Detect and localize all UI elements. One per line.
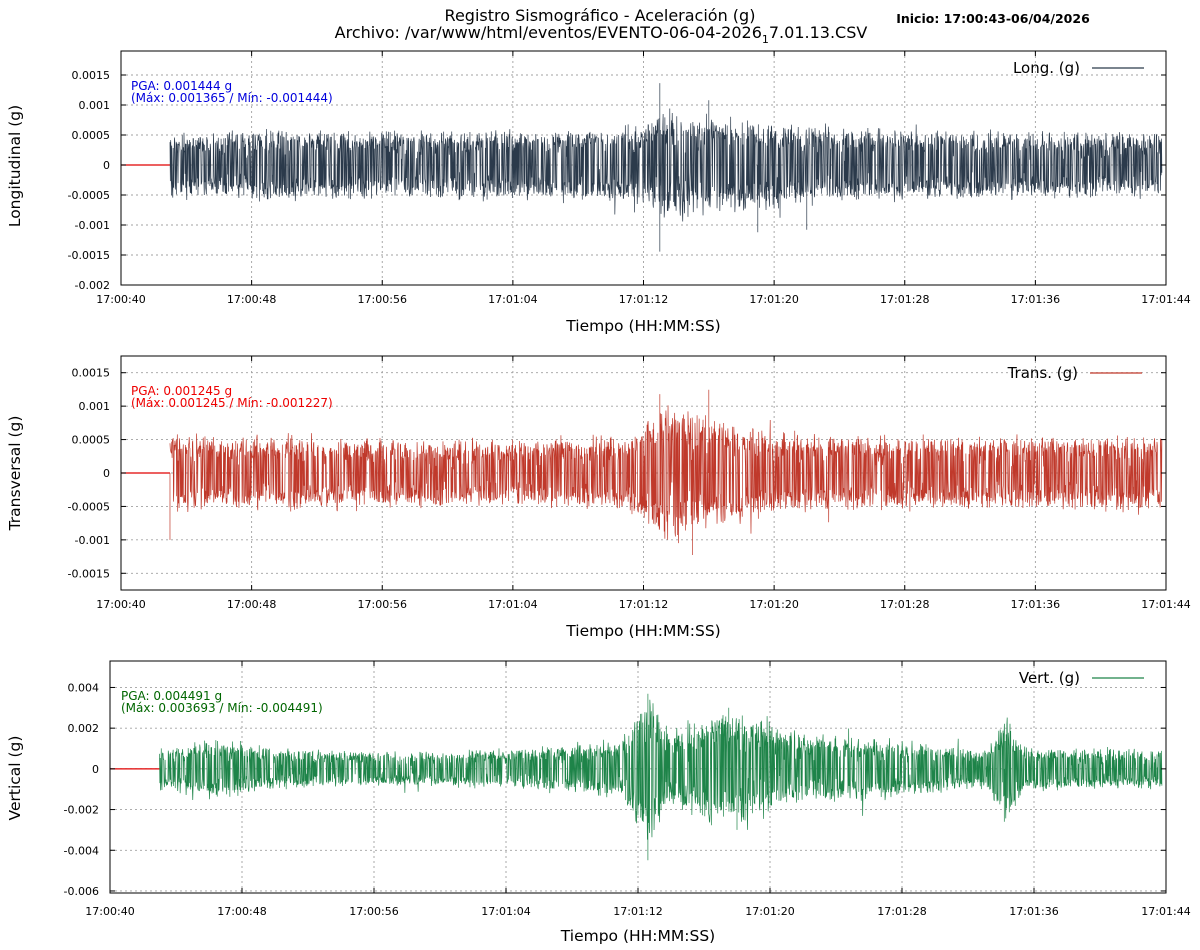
x-tick-label: 17:00:56 xyxy=(358,293,407,306)
x-tick-label: 17:01:04 xyxy=(481,905,530,918)
y-tick-label: -0.001 xyxy=(75,534,110,547)
x-tick-label: 17:00:40 xyxy=(96,598,145,611)
x-tick-label: 17:01:28 xyxy=(877,905,926,918)
x-tick-label: 17:00:48 xyxy=(227,598,276,611)
y-tick-label: -0.0015 xyxy=(68,249,110,262)
pga-label: PGA: 0.004491 g xyxy=(121,689,222,703)
file-path-suffix: 7.01.13.CSV xyxy=(769,23,867,42)
x-tick-label: 17:01:20 xyxy=(745,905,794,918)
y-tick-label: -0.004 xyxy=(64,844,99,857)
x-tick-label: 17:00:40 xyxy=(96,293,145,306)
y-tick-label: -0.0005 xyxy=(68,189,110,202)
x-axis-label: Tiempo (HH:MM:SS) xyxy=(560,927,715,945)
x-tick-label: 17:01:44 xyxy=(1141,905,1190,918)
x-tick-label: 17:01:12 xyxy=(619,293,668,306)
y-tick-label: 0.004 xyxy=(68,681,100,694)
y-tick-label: -0.0005 xyxy=(68,500,110,513)
y-tick-label: 0.0015 xyxy=(72,367,111,380)
x-tick-label: 17:00:48 xyxy=(227,293,276,306)
x-tick-label: 17:00:40 xyxy=(85,905,134,918)
trans-waveform xyxy=(169,389,1163,556)
x-tick-label: 17:01:28 xyxy=(880,598,929,611)
x-tick-label: 17:01:36 xyxy=(1011,598,1060,611)
y-tick-label: 0 xyxy=(103,467,110,480)
x-tick-label: 17:01:44 xyxy=(1141,598,1190,611)
vertical-panel: 17:00:40 17:00:48 17:00:56 17:01:04 17:01:12… xyxy=(6,660,1191,945)
x-tick-label: 17:00:56 xyxy=(349,905,398,918)
legend-label: Long. (g) xyxy=(1013,59,1080,77)
legend-label: Vert. (g) xyxy=(1019,669,1080,687)
pga-label: PGA: 0.001245 g xyxy=(131,384,232,398)
y-tick-label: 0.0005 xyxy=(72,129,111,142)
x-tick-label: 17:01:04 xyxy=(488,293,537,306)
x-tick-label: 17:01:36 xyxy=(1011,293,1060,306)
y-tick-label: -0.002 xyxy=(64,804,99,817)
longitudinal-panel: 17:00:40 17:00:48 17:00:56 17:01:04 17:01:12… xyxy=(6,50,1191,335)
y-tick-label: -0.006 xyxy=(64,885,99,898)
chart-title: Registro Sismográfico - Aceleración (g) xyxy=(445,6,756,25)
x-tick-label: 17:01:12 xyxy=(619,598,668,611)
pga-range-label: (Máx: 0.001365 / Mín: -0.001444) xyxy=(131,91,333,105)
legend-label: Trans. (g) xyxy=(1007,364,1078,382)
x-tick-label: 17:01:04 xyxy=(488,598,537,611)
x-tick-label: 17:01:12 xyxy=(613,905,662,918)
x-tick-label: 17:00:56 xyxy=(358,598,407,611)
x-tick-label: 17:01:20 xyxy=(749,293,798,306)
pga-range-label: (Máx: 0.003693 / Mín: -0.004491) xyxy=(121,701,323,715)
y-axis-label: Transversal (g) xyxy=(6,416,24,532)
long-waveform xyxy=(169,83,1163,252)
y-tick-label: -0.002 xyxy=(75,279,110,292)
start-time-label: Inicio: 17:00:43-06/04/2026 xyxy=(896,11,1090,26)
transversal-panel: 17:00:40 17:00:48 17:00:56 17:01:04 17:01:12… xyxy=(6,355,1191,640)
file-path: Archivo: /var/www/html/eventos/EVENTO-06… xyxy=(335,23,762,42)
x-axis-label: Tiempo (HH:MM:SS) xyxy=(565,317,720,335)
x-tick-label: 17:00:48 xyxy=(217,905,266,918)
y-axis-label: Vertical (g) xyxy=(6,736,24,821)
x-tick-label: 17:01:36 xyxy=(1009,905,1058,918)
y-tick-label: 0 xyxy=(92,763,99,776)
vert-waveform xyxy=(159,693,1163,861)
pga-label: PGA: 0.001444 g xyxy=(131,79,232,93)
y-axis-label: Longitudinal (g) xyxy=(6,105,24,227)
x-tick-label: 17:01:44 xyxy=(1141,293,1190,306)
y-tick-label: 0.002 xyxy=(68,722,100,735)
y-tick-label: 0.0005 xyxy=(72,434,111,447)
chart-subtitle: Archivo: /var/www/html/eventos/EVENTO-06… xyxy=(335,23,868,46)
x-axis-label: Tiempo (HH:MM:SS) xyxy=(565,622,720,640)
y-tick-label: 0 xyxy=(103,159,110,172)
y-tick-label: 0.0015 xyxy=(72,69,111,82)
x-tick-label: 17:01:20 xyxy=(749,598,798,611)
y-tick-label: 0.001 xyxy=(79,99,111,112)
x-tick-label: 17:01:28 xyxy=(880,293,929,306)
y-tick-label: -0.001 xyxy=(75,219,110,232)
pga-range-label: (Máx: 0.001245 / Mín: -0.001227) xyxy=(131,396,333,410)
file-path-subscript: 1 xyxy=(762,33,769,46)
y-tick-label: -0.0015 xyxy=(68,567,110,580)
y-tick-label: 0.001 xyxy=(79,400,111,413)
